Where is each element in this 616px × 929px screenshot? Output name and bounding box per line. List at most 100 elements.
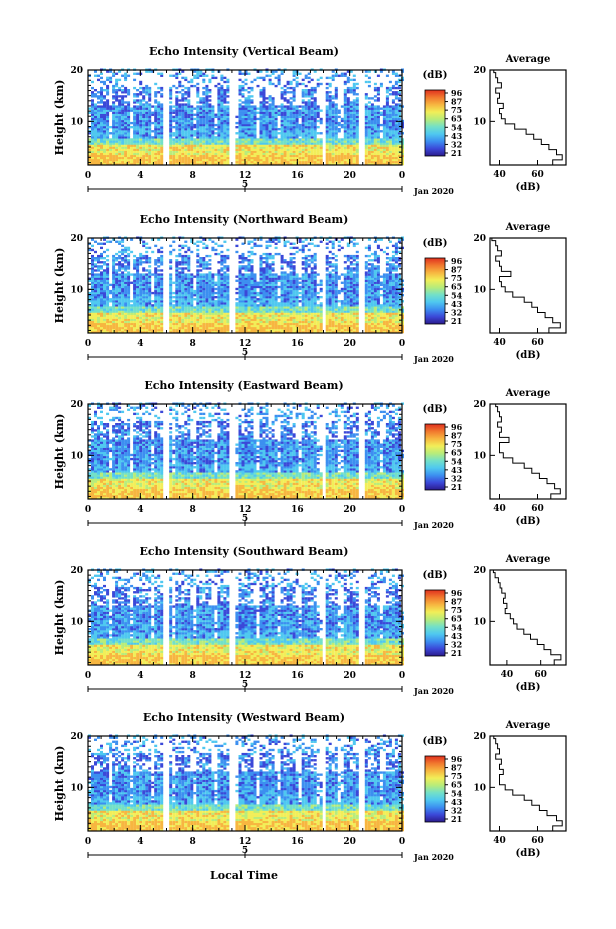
average-panel: Average 20 10 40 60 (dB) (473, 554, 567, 693)
average-title: Average (505, 54, 551, 65)
x-tick-label: 4 (137, 837, 143, 847)
y-tick-label: 10 (70, 783, 83, 793)
y-tick-label: 20 (70, 66, 83, 76)
x-tick-label: 0 (399, 339, 405, 349)
x-tick-label: 12 (239, 671, 252, 681)
average-x-tick: 40 (501, 670, 514, 680)
x-tick-label: 12 (239, 171, 252, 181)
colorbar-tick-label: 21 (451, 316, 462, 326)
colorbar-tick-label: 43 (451, 797, 463, 807)
colorbar-tick-label: 87 (451, 265, 462, 275)
colorbar-tick-label: 21 (451, 482, 462, 492)
panel-3: Echo Intensity (Southward Beam) 20 10 Heigh… (53, 545, 567, 696)
panel-title: Echo Intensity (Southward Beam) (140, 545, 349, 558)
colorbar-tick-label: 32 (451, 139, 462, 149)
colorbar-tick-label: 43 (451, 131, 463, 141)
average-title: Average (505, 222, 551, 233)
panel-title: Echo Intensity (Vertical Beam) (149, 45, 339, 58)
average-frame (489, 237, 567, 334)
y-axis-label: Height (km) (53, 80, 66, 156)
colorbar-tick-label: 21 (451, 648, 462, 658)
average-y-tick: 20 (473, 566, 486, 576)
colorbar-tick-label: 54 (451, 622, 463, 632)
colorbar-tick-label: 32 (451, 473, 462, 483)
average-profile-line (495, 404, 561, 499)
x-tick-label: 8 (190, 837, 196, 847)
heatmap (88, 568, 404, 666)
y-tick-label: 20 (70, 566, 83, 576)
x-tick-label: 12 (239, 505, 252, 515)
x-tick-label: 20 (343, 171, 356, 181)
heatmap (88, 402, 404, 500)
colorbar-tick-label: 87 (451, 97, 462, 107)
colorbar-tick-label: 21 (451, 148, 462, 158)
y-axis-label: Height (km) (53, 248, 66, 324)
average-x-tick: 60 (531, 338, 544, 348)
average-x-tick: 40 (493, 170, 506, 180)
average-y-tick: 10 (473, 117, 486, 127)
colorbar-tick-label: 96 (451, 754, 463, 764)
average-y-tick: 10 (473, 451, 486, 461)
x-tick-label: 8 (190, 339, 196, 349)
x-tick-label: 0 (85, 171, 91, 181)
colorbar-unit: (dB) (423, 570, 448, 581)
average-y-tick: 10 (473, 617, 486, 627)
average-x-tick: 40 (493, 338, 506, 348)
heatmap (88, 236, 404, 334)
colorbar-tick-label: 43 (451, 631, 463, 641)
x-tick-label: 0 (85, 505, 91, 515)
x-tick-label: 16 (291, 339, 304, 349)
panel-title: Echo Intensity (Westward Beam) (143, 711, 345, 724)
colorbar-tick-label: 96 (451, 88, 463, 98)
day-marker: 5 (242, 514, 248, 524)
colorbar-tick-label: 87 (451, 763, 462, 773)
average-panel: Average 20 10 40 60 (dB) (473, 720, 567, 859)
date-label: Jan 2020 (413, 354, 454, 364)
day-marker: 5 (242, 348, 248, 358)
y-axis-label: Height (km) (53, 746, 66, 822)
y-axis-label: Height (km) (53, 414, 66, 490)
average-x-label: (dB) (516, 350, 541, 361)
average-y-tick: 20 (473, 732, 486, 742)
x-tick-label: 16 (291, 671, 304, 681)
colorbar (424, 257, 446, 325)
x-tick-label: 4 (137, 339, 143, 349)
average-x-label: (dB) (516, 682, 541, 693)
average-x-tick: 40 (493, 836, 506, 846)
colorbar-unit: (dB) (423, 404, 448, 415)
average-profile-line (493, 736, 563, 831)
x-tick-label: 0 (85, 671, 91, 681)
colorbar-tick-label: 65 (451, 448, 462, 458)
x-tick-label: 20 (343, 505, 356, 515)
colorbar-tick-label: 75 (451, 771, 462, 781)
x-tick-label: 0 (399, 837, 405, 847)
date-label: Jan 2020 (413, 852, 454, 862)
average-y-tick: 20 (473, 66, 486, 76)
average-panel: Average 20 10 40 60 (dB) (473, 222, 567, 361)
x-tick-label: 16 (291, 171, 304, 181)
panel-title: Echo Intensity (Northward Beam) (140, 213, 349, 226)
average-x-label: (dB) (516, 182, 541, 193)
x-tick-label: 20 (343, 339, 356, 349)
date-label: Jan 2020 (413, 520, 454, 530)
colorbar-unit: (dB) (423, 736, 448, 747)
colorbar-tick-label: 65 (451, 282, 462, 292)
average-title: Average (505, 388, 551, 399)
panel-0: Echo Intensity (Vertical Beam) 20 10 Height… (53, 45, 567, 196)
colorbar-tick-label: 96 (451, 422, 463, 432)
average-x-tick: 60 (531, 170, 544, 180)
colorbar-tick-label: 75 (451, 605, 462, 615)
average-title: Average (505, 720, 551, 731)
average-y-tick: 10 (473, 285, 486, 295)
x-tick-label: 0 (399, 171, 405, 181)
average-x-tick: 60 (531, 504, 544, 514)
x-tick-label: 4 (137, 671, 143, 681)
x-tick-label: 12 (239, 339, 252, 349)
colorbar-tick-label: 96 (451, 588, 463, 598)
y-tick-label: 20 (70, 234, 83, 244)
average-frame (489, 735, 567, 832)
x-tick-label: 16 (291, 837, 304, 847)
y-tick-label: 20 (70, 732, 83, 742)
average-x-label: (dB) (516, 516, 541, 527)
